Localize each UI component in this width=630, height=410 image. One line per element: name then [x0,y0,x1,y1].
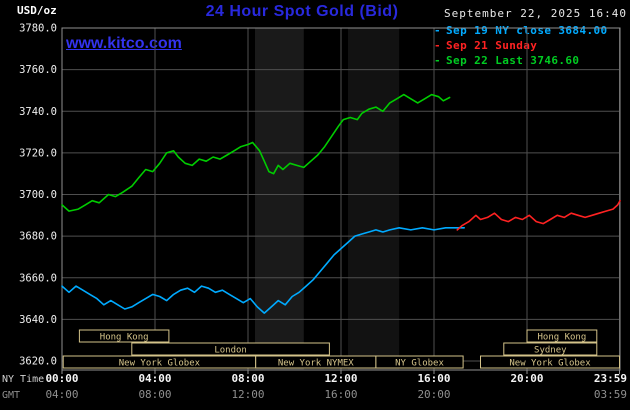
x-axis-labels: 00:00 04:00 08:00 12:00 16:00 20:00 23:59 04:00… [2,370,627,401]
x-tick-gmt-label: 03:59 [594,388,627,401]
y-tick-label: 3740.0 [19,106,57,118]
session-label: Sydney [534,346,567,356]
session-label: Hong Kong [538,333,587,343]
x-tick-ny-label: 12:00 [324,372,357,385]
y-tick-label: 3660.0 [19,272,57,284]
x-tick-gmt-label: 20:00 [417,388,450,401]
market-sessions: Hong Kong Hong Kong London Sydney New York G… [62,329,620,369]
session-box [503,342,598,356]
legend-item: - Sep 19 NY close 3684.00 [434,23,627,38]
y-tick-label: 3780.0 [19,23,57,35]
x-tick-ny-label: 04:00 [138,372,171,385]
x-tick-ny-label: 20:00 [510,372,543,385]
legend: - Sep 19 NY close 3684.00- Sep 21 Sunday - S… [434,23,627,68]
y-tick-label: 3680.0 [19,231,57,243]
x-tick-gmt-label: 04:00 [45,388,78,401]
y-tick-label: 3720.0 [19,147,57,159]
x-tick-ny-label: 16:00 [417,372,450,385]
x-tick-gmt-label: 12:00 [231,388,264,401]
legend-label: Sep 22 Last 3746.60 [446,54,580,67]
series-sep-19-ny-close-3684-00 [61,227,466,314]
legend-dash-icon: - [434,54,442,67]
legend-dash-icon: - [434,39,442,52]
session-box [480,355,620,369]
time-band [347,28,400,370]
datetime-label: September 22, 2025 16:40 [444,7,627,20]
kitco-watermark-link[interactable]: www.kitco.com [66,35,182,52]
session-box [526,329,598,343]
x-tick-ny-label: 00:00 [45,372,78,385]
legend-item: - Sep 22 Last 3746.60 [434,53,627,68]
legend-item: - Sep 21 Sunday [434,38,627,53]
series-sep-21-sunday [456,199,621,231]
series-sep-22-last-3746-60 [61,93,451,212]
x-tick-ny-label: 23:59 [594,372,627,385]
session-label: New York Globex [509,359,591,369]
time-bands [254,28,400,370]
session-label: New York Globex [119,359,201,369]
x-tick-ny-label: 08:00 [231,372,264,385]
x-tick-gmt-label: 16:00 [324,388,357,401]
chart-title: 24 Hour Spot Gold (Bid) [205,3,399,20]
gridlines [61,27,620,370]
time-band [254,28,304,370]
legend-label: Sep 19 NY close 3684.00 [446,24,608,37]
session-box [78,329,170,343]
session-label: New York NYMEX [278,359,354,369]
legend-label: Sep 21 Sunday [446,39,538,52]
unit-label: USD/oz [17,4,57,17]
y-axis-labels: 3780.0 3760.0 3740.0 3720.0 3700.0 3680.0 3660… [19,23,57,368]
session-box [131,342,330,356]
session-label: NY Globex [395,359,444,369]
x-tick-gmt-label: 08:00 [138,388,171,401]
y-tick-label: 3700.0 [19,189,57,201]
legend-dash-icon: - [434,24,442,37]
session-box [375,355,464,369]
gmt-axis-label: GMT [2,390,20,401]
ny-time-axis-label: NY Time [2,374,44,385]
y-tick-label: 3760.0 [19,64,57,76]
session-label: Hong Kong [100,333,149,343]
y-tick-label: 3640.0 [19,314,57,326]
y-tick-label: 3620.0 [19,356,57,368]
session-label: London [214,346,247,356]
